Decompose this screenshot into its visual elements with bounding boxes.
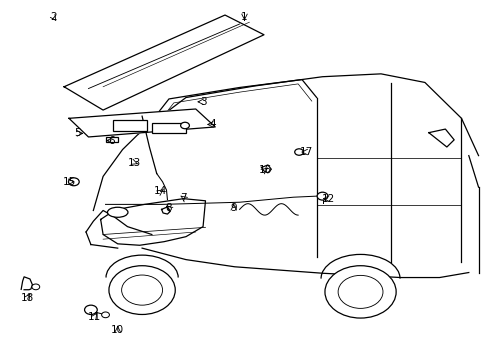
Circle shape (68, 178, 79, 186)
Text: 15: 15 (62, 177, 76, 187)
Text: 18: 18 (21, 293, 34, 303)
Text: 8: 8 (165, 203, 172, 213)
Circle shape (317, 192, 327, 200)
Ellipse shape (107, 207, 128, 217)
Circle shape (337, 275, 382, 309)
Text: 1: 1 (241, 12, 247, 22)
Circle shape (325, 266, 395, 318)
Circle shape (102, 312, 109, 318)
Text: 13: 13 (128, 158, 141, 168)
Circle shape (84, 305, 97, 315)
Circle shape (180, 122, 189, 129)
Polygon shape (69, 109, 215, 137)
Bar (113, 121, 147, 131)
Text: 4: 4 (209, 120, 216, 129)
Text: 9: 9 (230, 203, 237, 213)
Bar (152, 123, 185, 134)
Circle shape (294, 149, 303, 155)
Text: 6: 6 (108, 136, 115, 145)
Circle shape (122, 275, 162, 305)
Text: 14: 14 (154, 186, 167, 197)
Text: 12: 12 (321, 194, 334, 204)
Circle shape (32, 284, 40, 290)
Text: 17: 17 (300, 147, 313, 157)
Text: 7: 7 (180, 193, 186, 203)
Text: 3: 3 (199, 97, 206, 107)
Bar (105, 136, 118, 142)
Text: 5: 5 (74, 129, 81, 138)
Text: 10: 10 (111, 325, 124, 335)
Text: 2: 2 (50, 12, 57, 22)
Circle shape (109, 266, 175, 315)
Text: 11: 11 (87, 312, 101, 322)
Polygon shape (64, 15, 264, 110)
Text: 16: 16 (258, 165, 271, 175)
